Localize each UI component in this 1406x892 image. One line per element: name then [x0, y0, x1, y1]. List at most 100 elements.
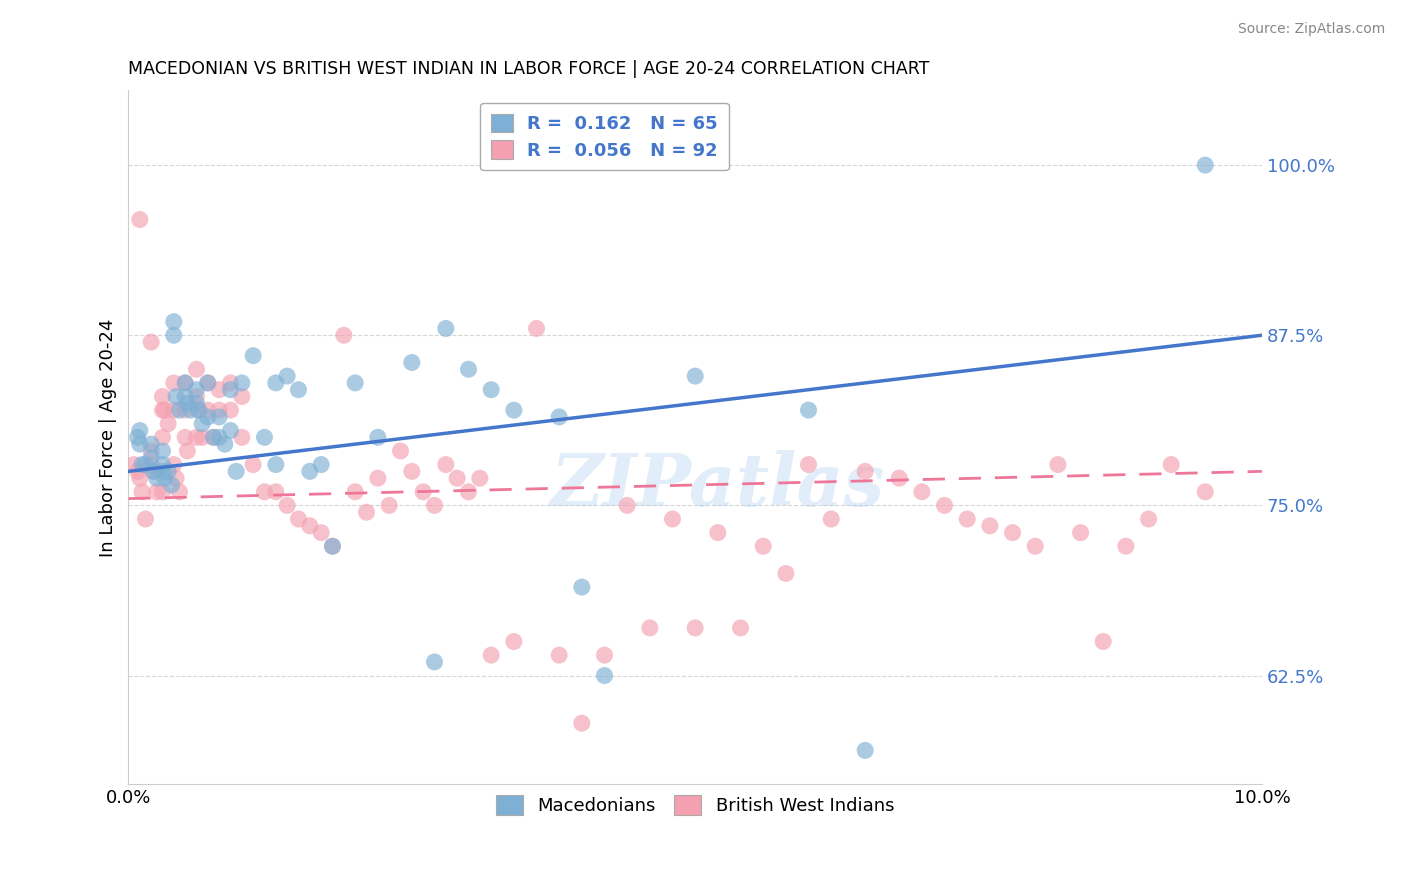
Point	[186, 396, 208, 410]
Text: ZIPatlas: ZIPatlas	[551, 450, 884, 522]
Point	[401, 355, 423, 369]
Point	[253, 484, 276, 499]
Point	[186, 383, 208, 397]
Point	[187, 403, 209, 417]
Point	[479, 383, 502, 397]
Point	[152, 403, 174, 417]
Point	[468, 471, 491, 485]
Legend: Macedonians, British West Indians: Macedonians, British West Indians	[486, 786, 903, 824]
Point	[197, 409, 219, 424]
Point	[128, 212, 150, 227]
Point	[146, 484, 169, 499]
Point	[683, 621, 706, 635]
Point	[153, 403, 176, 417]
Point	[160, 478, 183, 492]
Point	[152, 390, 174, 404]
Point	[502, 403, 524, 417]
Point	[134, 512, 156, 526]
Point	[197, 376, 219, 390]
Point	[412, 484, 434, 499]
Point	[152, 458, 174, 472]
Point	[128, 424, 150, 438]
Point	[526, 321, 548, 335]
Point	[122, 458, 145, 472]
Point	[225, 464, 247, 478]
Point	[911, 484, 934, 499]
Point	[367, 430, 389, 444]
Point	[797, 458, 820, 472]
Point	[174, 403, 197, 417]
Point	[128, 471, 150, 485]
Point	[242, 458, 264, 472]
Point	[142, 464, 165, 478]
Point	[548, 648, 571, 662]
Point	[298, 464, 321, 478]
Point	[152, 484, 174, 499]
Text: Source: ZipAtlas.com: Source: ZipAtlas.com	[1237, 22, 1385, 37]
Point	[1092, 634, 1115, 648]
Point	[264, 484, 287, 499]
Point	[128, 437, 150, 451]
Point	[180, 403, 202, 417]
Point	[163, 458, 186, 472]
Point	[157, 464, 180, 478]
Point	[423, 655, 446, 669]
Point	[752, 539, 775, 553]
Point	[152, 430, 174, 444]
Point	[139, 437, 162, 451]
Point	[139, 450, 162, 465]
Point	[1070, 525, 1092, 540]
Point	[163, 328, 186, 343]
Point	[853, 743, 876, 757]
Point	[153, 471, 176, 485]
Point	[1137, 512, 1160, 526]
Point	[208, 383, 231, 397]
Point	[638, 621, 661, 635]
Point	[707, 525, 730, 540]
Point	[344, 376, 367, 390]
Point	[157, 417, 180, 431]
Point	[276, 369, 298, 384]
Text: MACEDONIAN VS BRITISH WEST INDIAN IN LABOR FORCE | AGE 20-24 CORRELATION CHART: MACEDONIAN VS BRITISH WEST INDIAN IN LAB…	[128, 60, 929, 78]
Point	[214, 437, 236, 451]
Point	[134, 458, 156, 472]
Point	[187, 403, 209, 417]
Point	[797, 403, 820, 417]
Point	[1024, 539, 1046, 553]
Point	[127, 430, 149, 444]
Point	[152, 464, 174, 478]
Point	[309, 458, 332, 472]
Point	[853, 464, 876, 478]
Point	[202, 430, 225, 444]
Point	[593, 648, 616, 662]
Point	[131, 458, 153, 472]
Point	[616, 499, 638, 513]
Point	[208, 409, 231, 424]
Point	[1046, 458, 1069, 472]
Point	[208, 430, 231, 444]
Point	[661, 512, 683, 526]
Point	[321, 539, 343, 553]
Point	[457, 362, 479, 376]
Point	[344, 484, 367, 499]
Point	[186, 390, 208, 404]
Point	[287, 383, 309, 397]
Point	[219, 376, 242, 390]
Point	[457, 484, 479, 499]
Point	[186, 362, 208, 376]
Point	[131, 484, 153, 499]
Point	[401, 464, 423, 478]
Point	[434, 458, 457, 472]
Point	[231, 430, 253, 444]
Point	[191, 417, 214, 431]
Point	[264, 376, 287, 390]
Point	[1160, 458, 1182, 472]
Point	[333, 328, 356, 343]
Point	[889, 471, 911, 485]
Point	[446, 471, 468, 485]
Point	[287, 512, 309, 526]
Point	[163, 403, 186, 417]
Point	[1194, 158, 1216, 172]
Point	[169, 484, 191, 499]
Point	[174, 390, 197, 404]
